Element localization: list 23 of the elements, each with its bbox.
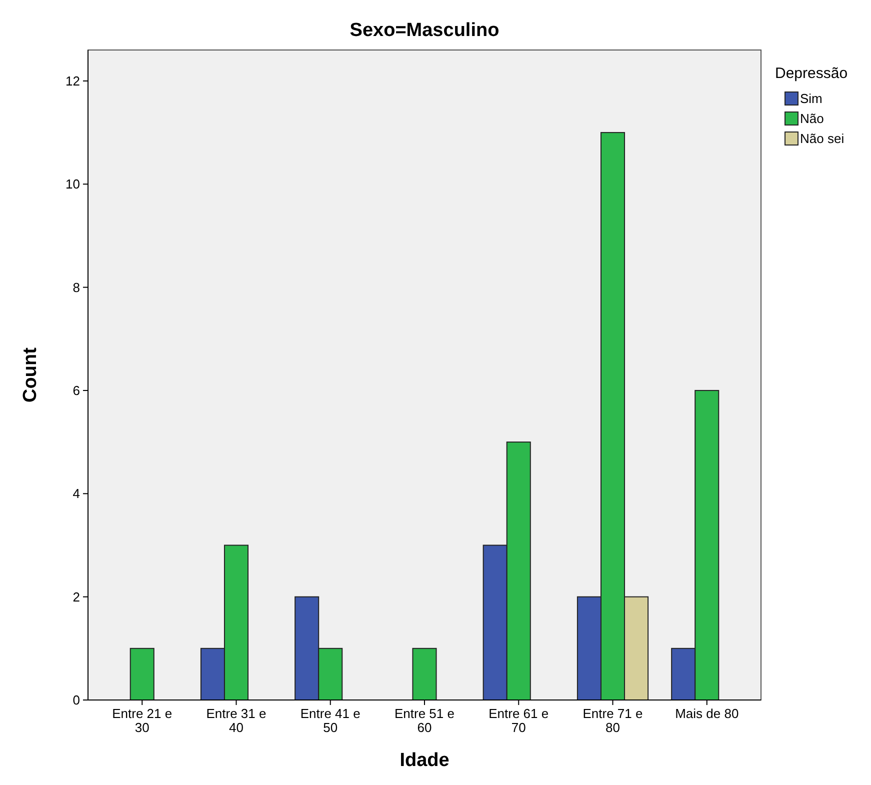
legend-label: Sim [800, 91, 822, 106]
chart-title: Sexo=Masculino [350, 20, 500, 41]
x-tick-label: Entre 61 e 70 [488, 706, 549, 735]
y-tick-label: 12 [66, 74, 80, 88]
y-tick-label: 4 [72, 486, 80, 502]
y-tick-label: 10 [66, 176, 80, 192]
x-tick-label: Entre 21 e 30 [112, 706, 172, 735]
x-tick-label: Entre 51 e 60 [394, 706, 454, 735]
x-tick-label: Entre 31 e 40 [206, 706, 266, 735]
x-tick-label: Mais de 80 [675, 706, 739, 721]
bar [412, 648, 437, 700]
x-tick-label: Entre 41 e 50 [300, 706, 360, 735]
y-tick-label: 0 [72, 692, 80, 708]
y-tick-label: 8 [72, 280, 80, 295]
y-tick-label: 6 [72, 383, 80, 398]
legend-label: Não sei [800, 131, 844, 146]
y-axis-title: Count [20, 346, 41, 402]
y-tick-label: 2 [72, 589, 80, 604]
legend-title: Depressão [775, 65, 848, 82]
x-axis-title: Idade [400, 750, 450, 771]
legend-label: Não [800, 111, 824, 126]
x-tick-label: Entre 71 e 80 [582, 706, 643, 735]
bar [130, 648, 154, 700]
